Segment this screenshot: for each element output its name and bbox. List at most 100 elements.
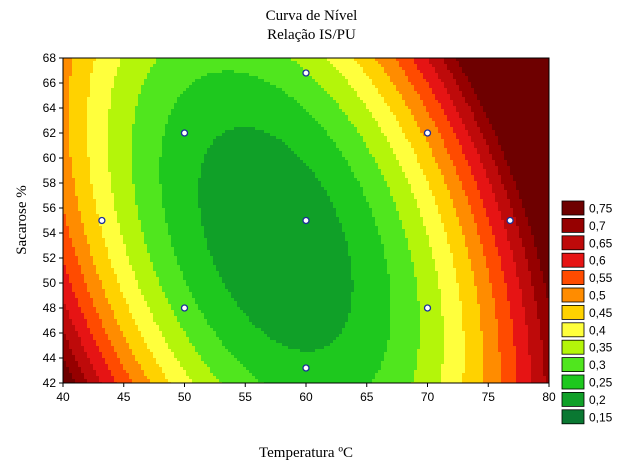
contour-cell xyxy=(123,61,127,65)
contour-cell xyxy=(279,94,283,98)
contour-cell xyxy=(342,85,346,89)
contour-cell xyxy=(180,142,184,146)
contour-cell xyxy=(141,64,145,68)
contour-cell xyxy=(159,73,163,77)
contour-cell xyxy=(417,148,421,152)
contour-cell xyxy=(462,139,466,143)
contour-cell xyxy=(291,79,295,83)
contour-cell xyxy=(321,106,325,110)
contour-cell xyxy=(156,94,160,98)
contour-cell xyxy=(309,136,313,140)
contour-cell xyxy=(117,136,121,140)
contour-cell xyxy=(387,124,391,128)
contour-cell xyxy=(450,136,454,140)
contour-cell xyxy=(309,148,313,152)
contour-cell xyxy=(393,82,397,86)
contour-cell xyxy=(324,145,328,149)
contour-cell xyxy=(339,145,343,149)
contour-cell xyxy=(207,97,211,101)
contour-cell xyxy=(342,118,346,122)
contour-cell xyxy=(159,70,163,74)
contour-cell xyxy=(351,82,355,86)
contour-cell xyxy=(336,127,340,131)
contour-cell xyxy=(477,70,481,74)
contour-cell xyxy=(192,130,196,134)
contour-cell xyxy=(540,79,544,83)
contour-cell xyxy=(363,103,367,107)
contour-cell xyxy=(345,130,349,134)
contour-cell xyxy=(237,79,241,83)
contour-cell xyxy=(93,148,97,152)
contour-cell xyxy=(468,58,472,62)
contour-cell xyxy=(465,64,469,68)
contour-cell xyxy=(441,109,445,113)
contour-cell xyxy=(534,64,538,68)
contour-cell xyxy=(525,118,529,122)
contour-cell xyxy=(387,94,391,98)
contour-cell xyxy=(156,100,160,104)
contour-cell xyxy=(459,82,463,86)
contour-cell xyxy=(264,118,268,122)
contour-cell xyxy=(327,100,331,104)
contour-cell xyxy=(387,73,391,77)
contour-cell xyxy=(165,130,169,134)
contour-cell xyxy=(438,118,442,122)
contour-cell xyxy=(246,112,250,116)
contour-cell xyxy=(498,133,502,137)
contour-cell xyxy=(177,106,181,110)
contour-cell xyxy=(351,64,355,68)
contour-cell xyxy=(117,133,121,137)
contour-cell xyxy=(231,106,235,110)
contour-cell xyxy=(414,88,418,92)
contour-cell xyxy=(159,145,163,149)
contour-cell xyxy=(249,148,253,152)
contour-cell xyxy=(462,121,466,125)
contour-cell xyxy=(180,118,184,122)
contour-cell xyxy=(222,82,226,86)
contour-cell xyxy=(255,115,259,119)
contour-cell xyxy=(120,142,124,146)
contour-cell xyxy=(543,133,547,137)
contour-cell xyxy=(447,79,451,83)
contour-cell xyxy=(90,136,94,140)
contour-cell xyxy=(459,64,463,68)
contour-cell xyxy=(447,118,451,122)
contour-cell xyxy=(144,103,148,107)
contour-cell xyxy=(375,94,379,98)
contour-cell xyxy=(501,85,505,89)
contour-cell xyxy=(285,115,289,119)
contour-cell xyxy=(186,148,190,152)
contour-cell xyxy=(459,85,463,89)
contour-cell xyxy=(117,76,121,80)
contour-cell xyxy=(393,121,397,125)
contour-cell xyxy=(381,112,385,116)
contour-cell xyxy=(540,124,544,128)
contour-cell xyxy=(264,94,268,98)
contour-cell xyxy=(459,139,463,143)
contour-cell xyxy=(66,85,70,89)
contour-cell xyxy=(372,61,376,65)
contour-cell xyxy=(276,133,280,137)
contour-cell xyxy=(228,58,232,62)
contour-cell xyxy=(486,145,490,149)
contour-cell xyxy=(327,79,331,83)
contour-cell xyxy=(345,85,349,89)
contour-cell xyxy=(372,76,376,80)
contour-cell xyxy=(339,85,343,89)
contour-cell xyxy=(147,76,151,80)
contour-cell xyxy=(345,61,349,65)
contour-cell xyxy=(474,97,478,101)
contour-cell xyxy=(189,82,193,86)
contour-cell xyxy=(138,94,142,98)
contour-cell xyxy=(237,109,241,113)
contour-cell xyxy=(534,70,538,74)
contour-cell xyxy=(96,64,100,68)
contour-cell xyxy=(384,82,388,86)
contour-cell xyxy=(459,142,463,146)
contour-cell xyxy=(255,109,259,113)
contour-cell xyxy=(270,136,274,140)
contour-cell xyxy=(168,91,172,95)
contour-cell xyxy=(396,145,400,149)
contour-cell xyxy=(150,85,154,89)
contour-cell xyxy=(129,133,133,137)
